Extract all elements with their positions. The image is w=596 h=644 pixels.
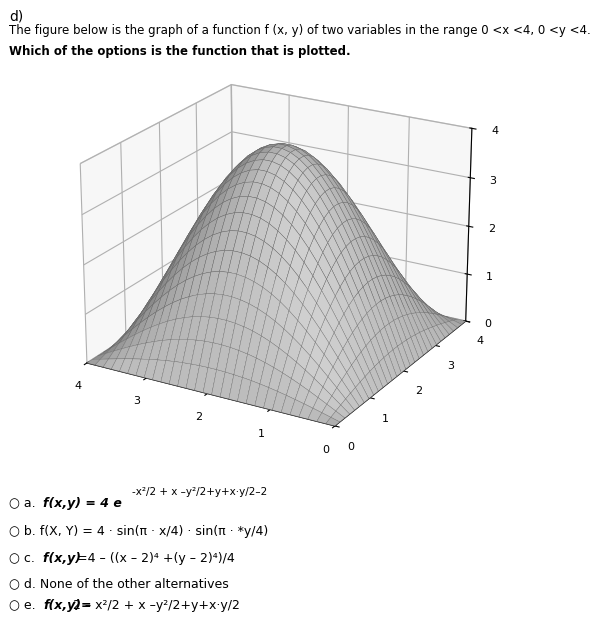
Text: 2 – x²/2 + x –y²/2+y+x·y/2: 2 – x²/2 + x –y²/2+y+x·y/2 [69, 599, 240, 612]
Text: f(x,y): f(x,y) [43, 553, 85, 565]
Text: The figure below is the graph of a function f (x, y) of two variables in the ran: The figure below is the graph of a funct… [9, 24, 591, 37]
Text: =4 – ((x – 2)⁴ +(y – 2)⁴)/4: =4 – ((x – 2)⁴ +(y – 2)⁴)/4 [77, 553, 235, 565]
Text: ○ e.: ○ e. [9, 599, 39, 612]
Text: ○ d. None of the other alternatives: ○ d. None of the other alternatives [9, 577, 229, 590]
Text: f(x,y)=: f(x,y)= [43, 599, 91, 612]
Text: -x²/2 + x –y²/2+y+x·y/2–2: -x²/2 + x –y²/2+y+x·y/2–2 [132, 487, 268, 497]
Text: ○ b. f(X, Y) = 4 · sin(π · x/4) · sin(π · *y/4): ○ b. f(X, Y) = 4 · sin(π · x/4) · sin(π … [9, 525, 268, 538]
Text: d): d) [9, 10, 23, 24]
Text: Which of the options is the function that is plotted.: Which of the options is the function tha… [9, 45, 350, 58]
Text: f(x,y) = 4 e: f(x,y) = 4 e [43, 497, 122, 510]
Text: ○ a.: ○ a. [9, 497, 39, 510]
Text: ○ c.: ○ c. [9, 553, 39, 565]
